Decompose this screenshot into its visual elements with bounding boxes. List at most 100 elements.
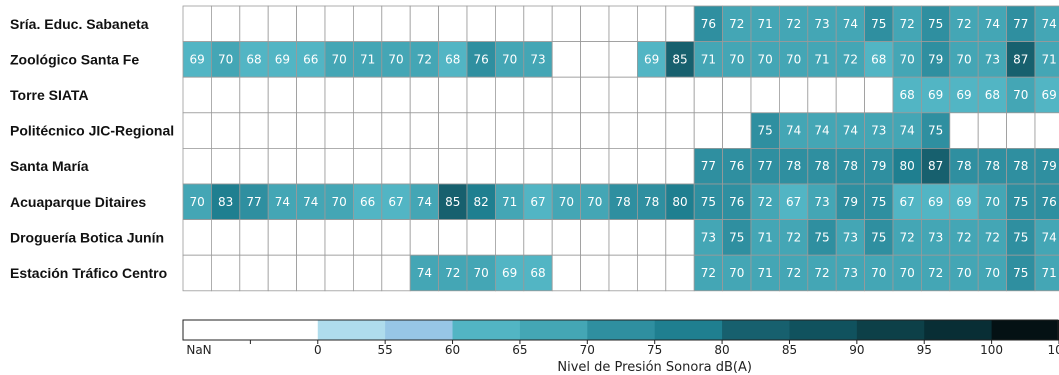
colorbar-segment bbox=[183, 320, 251, 340]
cell-value-label: 72 bbox=[928, 266, 943, 280]
heatmap-cell bbox=[409, 76, 440, 114]
heatmap-cell bbox=[779, 254, 809, 292]
cell-value-label: 75 bbox=[1013, 230, 1028, 244]
heatmap-cell bbox=[921, 147, 951, 185]
cell-value-label: 69 bbox=[275, 52, 290, 66]
cell-value-label: 75 bbox=[1013, 195, 1028, 209]
heatmap-cell bbox=[835, 219, 866, 256]
cell-value-label: 75 bbox=[701, 195, 716, 209]
cell-value-label: 71 bbox=[758, 17, 773, 31]
heatmap-cell bbox=[580, 254, 610, 292]
colorbar: NaN 0 55 60 65 70 75 80 85 90 95 100 105 bbox=[182, 319, 1059, 357]
heatmap-cell bbox=[949, 147, 979, 185]
cell-value-label: 69 bbox=[644, 52, 659, 66]
heatmap-cell bbox=[239, 5, 269, 42]
heatmap-cell bbox=[352, 219, 383, 256]
cell-value-label: 78 bbox=[956, 159, 971, 173]
cell-value-label: 69 bbox=[190, 52, 205, 66]
colorbar-segment bbox=[924, 320, 993, 340]
cell-value-label: 70 bbox=[559, 195, 574, 209]
heatmap-cell bbox=[1034, 254, 1059, 292]
heatmap-cell bbox=[324, 76, 354, 114]
heatmap-cell bbox=[722, 76, 752, 114]
cell-value-label: 78 bbox=[814, 159, 829, 173]
heatmap-cell bbox=[750, 183, 780, 220]
cell-value-label: 74 bbox=[1042, 17, 1057, 31]
heatmap-cell bbox=[580, 147, 610, 185]
cell-value-label: 72 bbox=[786, 266, 801, 280]
cell-value-label: 67 bbox=[530, 195, 545, 209]
cell-value-label: 75 bbox=[758, 124, 773, 138]
heatmap-cell bbox=[324, 5, 354, 42]
heatmap-cell bbox=[949, 112, 979, 149]
heatmap-cell bbox=[381, 112, 411, 149]
heatmap-cell bbox=[580, 41, 610, 78]
heatmap-cell bbox=[296, 112, 326, 149]
cell-value-label: 75 bbox=[871, 17, 886, 31]
heatmap-cell bbox=[267, 219, 298, 256]
heatmap-cell bbox=[665, 5, 695, 42]
colorbar-tick-label: 0 bbox=[314, 343, 322, 357]
heatmap-cell bbox=[892, 147, 922, 185]
cell-value-label: 73 bbox=[814, 195, 829, 209]
row-label: Estación Tráfico Centro bbox=[10, 265, 167, 281]
colorbar-segment bbox=[856, 320, 925, 340]
heatmap-cell bbox=[523, 183, 553, 220]
heatmap-cell bbox=[693, 183, 724, 220]
heatmap-cell bbox=[637, 254, 667, 292]
cell-value-label: 73 bbox=[928, 230, 943, 244]
cell-value-label: 70 bbox=[729, 266, 744, 280]
heatmap-cell bbox=[381, 41, 411, 78]
heatmap-cell bbox=[210, 112, 241, 149]
colorbar-tick-label: 55 bbox=[378, 343, 393, 357]
heatmap-cell bbox=[693, 254, 724, 292]
cell-value-label: 79 bbox=[928, 52, 943, 66]
cell-value-label: 72 bbox=[814, 266, 829, 280]
cell-value-label: 67 bbox=[786, 195, 801, 209]
heatmap-cell bbox=[864, 41, 894, 78]
cell-value-label: 72 bbox=[786, 17, 801, 31]
colorbar-tick-label: 100 bbox=[980, 343, 1003, 357]
cell-value-label: 70 bbox=[218, 52, 233, 66]
heatmap-cell bbox=[352, 112, 383, 149]
heatmap-cell bbox=[807, 183, 837, 220]
colorbar-tick-label: 60 bbox=[445, 343, 460, 357]
heatmap-cell bbox=[466, 112, 496, 149]
cell-value-label: 69 bbox=[1042, 88, 1057, 102]
cell-value-label: 69 bbox=[928, 195, 943, 209]
heatmap-cell bbox=[637, 41, 667, 78]
cell-value-label: 66 bbox=[360, 195, 375, 209]
cell-value-label: 85 bbox=[672, 52, 687, 66]
heatmap-cell bbox=[779, 112, 809, 149]
row-label: Zoológico Santa Fe bbox=[10, 51, 139, 67]
cell-value-label: 70 bbox=[587, 195, 602, 209]
heatmap-cell bbox=[409, 5, 440, 42]
cell-value-label: 67 bbox=[388, 195, 403, 209]
cell-value-label: 79 bbox=[843, 195, 858, 209]
colorbar-title: Nivel de Presión Sonora dB(A) bbox=[557, 360, 752, 375]
cell-value-label: 69 bbox=[928, 88, 943, 102]
cell-value-label: 72 bbox=[956, 17, 971, 31]
colorbar-segment bbox=[991, 320, 1059, 340]
heatmap-cell bbox=[637, 147, 667, 185]
cell-value-label: 78 bbox=[644, 195, 659, 209]
heatmap-cell bbox=[438, 183, 468, 220]
cell-value-label: 70 bbox=[985, 195, 1000, 209]
heatmap-cell bbox=[523, 5, 553, 42]
heatmap-cell bbox=[580, 76, 610, 114]
heatmap-cell bbox=[1006, 5, 1036, 42]
colorbar-tick-label: 80 bbox=[714, 343, 729, 357]
heatmap-cell bbox=[494, 5, 525, 42]
heatmap-cell bbox=[637, 112, 667, 149]
colorbar-frame bbox=[182, 319, 1059, 341]
colorbar-segment bbox=[317, 320, 386, 340]
cell-value-label: 73 bbox=[814, 17, 829, 31]
row-labels: Sría. Educ. Sabaneta Zoológico Santa Fe To… bbox=[10, 16, 174, 281]
cell-value-label: 83 bbox=[218, 195, 233, 209]
row-label: Sría. Educ. Sabaneta bbox=[10, 16, 149, 32]
heatmap-cell bbox=[977, 112, 1008, 149]
heatmap-cell bbox=[494, 219, 525, 256]
heatmap-cell bbox=[324, 147, 354, 185]
colorbar-segment bbox=[385, 320, 454, 340]
